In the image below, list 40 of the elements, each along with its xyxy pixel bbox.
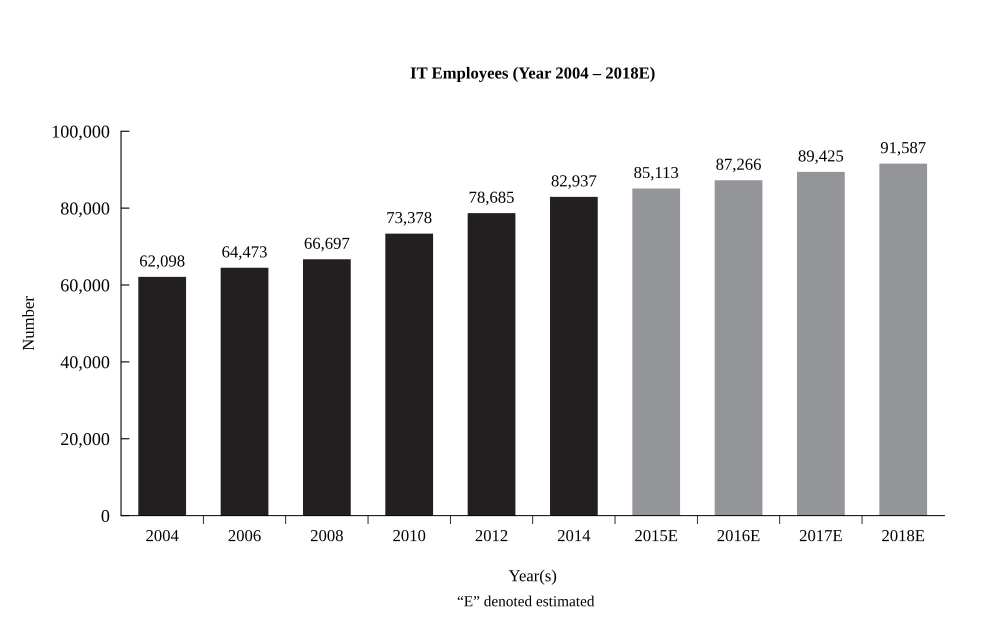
chart-title: IT Employees (Year 2004 – 2018E) <box>410 66 655 82</box>
y-tick-label: 40,000 <box>60 356 110 371</box>
x-tick-label: 2012 <box>476 530 508 542</box>
bar <box>138 276 186 516</box>
x-tick-label: 2010 <box>393 530 426 542</box>
x-tick-label: 2017E <box>800 530 842 542</box>
data-label: 82,937 <box>552 175 596 189</box>
text: “E” denoted estimated <box>458 596 594 606</box>
y-tick-label: 20,000 <box>61 433 110 448</box>
data-label: 62,098 <box>140 255 184 270</box>
x-tick-label: 2018E <box>882 530 924 542</box>
data-label: 64,473 <box>222 246 267 260</box>
x-axis-title: Year(s) <box>508 570 556 585</box>
x-tick-label: 2008 <box>310 530 343 542</box>
x-tick-label: 2015E <box>635 530 678 542</box>
y-axis-title: Number <box>22 296 34 350</box>
data-label: 87,266 <box>716 158 761 172</box>
bar <box>632 188 680 516</box>
y-tick-label: 100,000 <box>52 126 110 140</box>
y-tick-label: 80,000 <box>60 202 110 218</box>
y-tick-label: 0 <box>102 510 110 522</box>
bar <box>714 180 762 516</box>
bar <box>797 172 845 516</box>
bar <box>879 164 928 516</box>
bar <box>302 259 351 516</box>
bar <box>550 196 598 516</box>
bar <box>468 213 516 516</box>
y-tick-label: 60,000 <box>61 279 110 294</box>
bar <box>220 268 268 516</box>
data-label: 73,378 <box>387 212 432 226</box>
x-tick-label: 2006 <box>228 530 261 542</box>
data-label: 66,697 <box>304 238 350 252</box>
data-label: 78,685 <box>470 192 514 206</box>
x-tick-label: 2016E <box>718 530 760 542</box>
x-tick-label: 2004 <box>146 530 179 542</box>
data-label: 85,113 <box>634 166 678 181</box>
x-tick-label: 2014 <box>558 530 590 542</box>
data-label: 89,425 <box>798 150 844 164</box>
bar <box>385 234 434 516</box>
data-label: 91,587 <box>880 142 926 156</box>
